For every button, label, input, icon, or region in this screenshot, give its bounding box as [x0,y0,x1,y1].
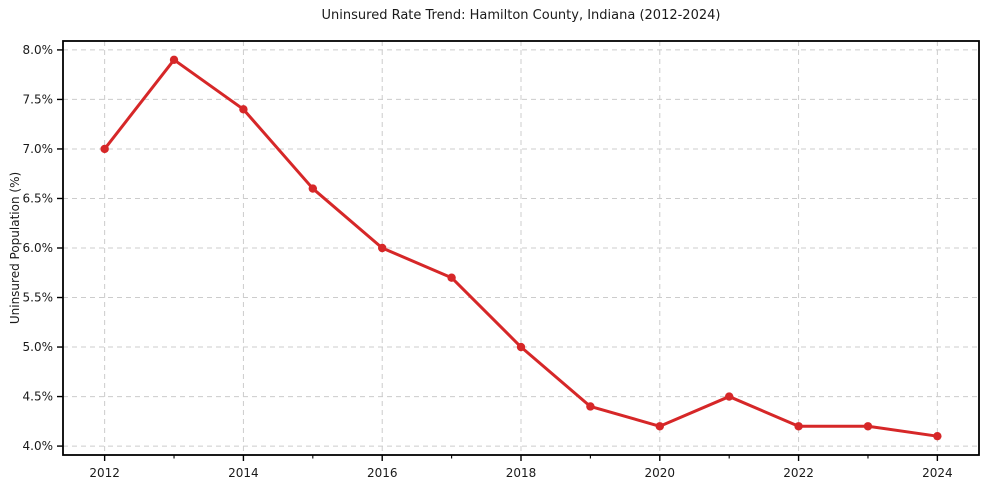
chart-title: Uninsured Rate Trend: Hamilton County, I… [321,8,721,23]
x-tick-label: 2014 [228,466,259,480]
data-point [863,422,873,431]
data-point [308,184,318,193]
data-point [933,431,942,441]
x-tick-label: 2012 [89,466,120,480]
data-point [447,273,456,282]
data-point [516,342,526,352]
x-tick-label: 2024 [922,466,953,480]
data-point [724,392,734,401]
data-point [169,55,179,65]
y-tick-label: 7.0% [23,142,54,156]
data-point [378,243,387,253]
y-tick-label: 5.5% [23,291,54,305]
data-point [100,144,109,154]
x-tick-label: 2022 [783,466,814,480]
y-tick-label: 6.0% [23,241,54,255]
data-point [586,402,595,411]
y-tick-label: 8.0% [23,43,54,57]
data-point [239,105,248,114]
data-point [794,422,803,431]
x-tick-label: 2020 [645,466,676,480]
y-tick-label: 4.0% [23,439,54,453]
y-tick-label: 5.0% [23,340,54,354]
x-tick-label: 2018 [506,466,537,480]
y-tick-label: 4.5% [23,390,54,404]
y-tick-label: 7.5% [23,92,54,106]
data-point [655,422,664,431]
x-tick-label: 2016 [367,466,398,480]
y-tick-label: 6.5% [23,191,54,205]
